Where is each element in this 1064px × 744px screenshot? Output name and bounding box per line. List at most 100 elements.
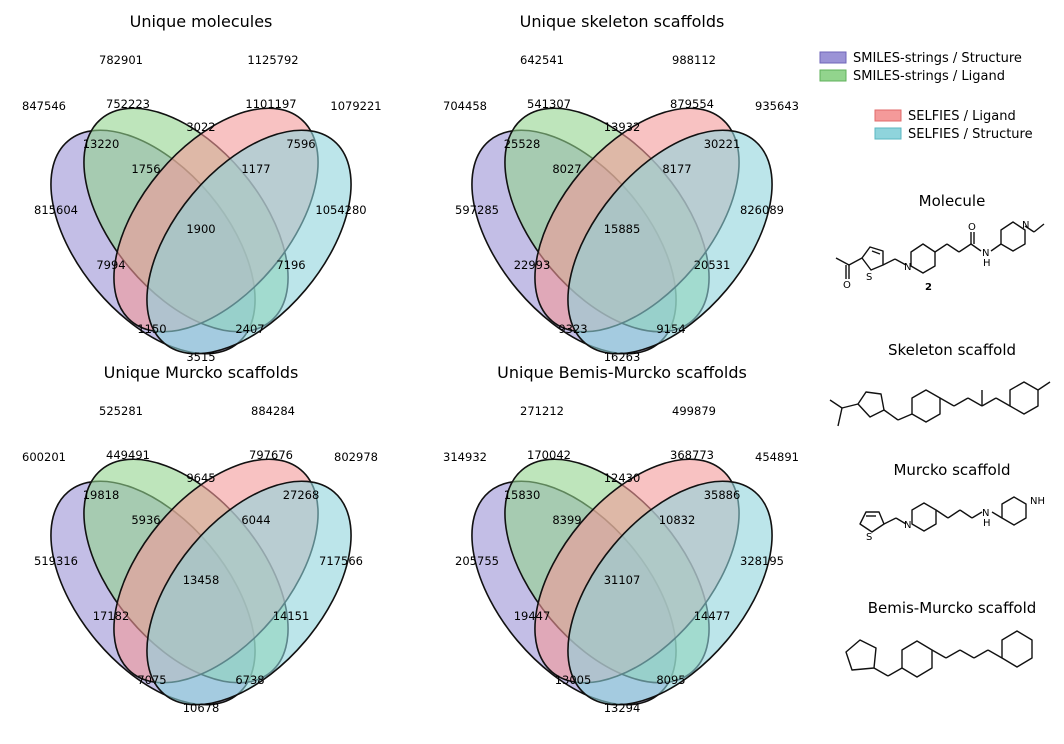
region-a: 597285	[455, 203, 499, 217]
region-abcd: 13458	[183, 573, 220, 587]
venn-title: Unique molecules	[130, 12, 273, 31]
region-ac: 19447	[514, 609, 551, 623]
region-abd: 6738	[235, 673, 264, 687]
region-c: 797676	[249, 448, 293, 462]
skeleton-title: Skeleton scaffold	[888, 341, 1016, 359]
set-selfies-structure	[146, 129, 352, 355]
region-b: 170042	[527, 448, 571, 462]
region-bd: 14151	[273, 609, 310, 623]
total-selfies-ligand: 1125792	[247, 53, 298, 67]
region-ad: 10678	[183, 701, 220, 715]
region-a: 519316	[34, 554, 78, 568]
region-ab: 19818	[83, 488, 120, 502]
molecule-atom-n1: N	[904, 262, 911, 273]
murcko-atom-nh2: NH	[1030, 496, 1045, 507]
region-cd: 27268	[283, 488, 320, 502]
region-bcd: 1177	[241, 162, 270, 176]
region-bc: 12430	[604, 471, 641, 485]
legend-swatch-selfies-structure	[874, 127, 902, 140]
murcko-atom-nh1: N	[982, 508, 989, 519]
set-selfies-structure	[146, 480, 352, 706]
molecule-panel: Molecule O	[835, 192, 1045, 293]
murcko-atom-h1: H	[983, 518, 991, 529]
region-c: 368773	[670, 448, 714, 462]
molecule-structure	[835, 221, 1045, 279]
region-abc: 8027	[552, 162, 581, 176]
region-bcd: 8177	[662, 162, 691, 176]
venn-title: Unique Bemis-Murcko scaffolds	[497, 363, 747, 382]
region-b: 752223	[106, 97, 150, 111]
set-selfies-structure	[567, 129, 773, 355]
skeleton-structure	[829, 381, 1051, 427]
murcko-atom-s: S	[866, 532, 872, 543]
region-bc: 13932	[604, 120, 641, 134]
set-selfies-structure	[567, 480, 773, 706]
venn-unique-murcko-scaffolds: Unique Murcko scaffolds 519316 449491 79767…	[22, 363, 378, 715]
legend-label-selfies-structure: SELFIES / Structure	[908, 127, 1033, 142]
total-selfies-ligand: 884284	[251, 404, 295, 418]
region-acd: 1150	[137, 322, 166, 336]
region-abcd: 15885	[604, 222, 641, 236]
legend-swatch-smiles-ligand	[819, 69, 847, 82]
region-ac: 22993	[514, 258, 551, 272]
region-acd: 9323	[558, 322, 587, 336]
region-b: 541307	[527, 97, 571, 111]
molecule-atom-s: S	[866, 272, 872, 283]
murcko-structure	[859, 496, 1027, 533]
region-a: 205755	[455, 554, 499, 568]
total-smiles-structure: 600201	[22, 450, 66, 464]
region-abd: 8095	[656, 673, 685, 687]
total-smiles-ligand: 782901	[99, 53, 143, 67]
region-ac: 7994	[96, 258, 125, 272]
total-smiles-ligand: 525281	[99, 404, 143, 418]
region-c: 879554	[670, 97, 714, 111]
region-ac: 17182	[93, 609, 130, 623]
region-c: 1101197	[245, 97, 296, 111]
region-cd: 7596	[286, 137, 315, 151]
region-abc: 5936	[131, 513, 160, 527]
region-abd: 9154	[656, 322, 685, 336]
murcko-title: Murcko scaffold	[893, 461, 1010, 479]
region-d: 328195	[740, 554, 784, 568]
total-selfies-structure: 454891	[755, 450, 799, 464]
legend-label-selfies-ligand: SELFIES / Ligand	[908, 109, 1016, 124]
legend-swatch-smiles-structure	[819, 51, 847, 64]
region-cd: 30221	[704, 137, 741, 151]
region-ad: 16263	[604, 350, 641, 364]
region-abc: 8399	[552, 513, 581, 527]
total-smiles-ligand: 642541	[520, 53, 564, 67]
skeleton-panel: Skeleton scaffold	[829, 341, 1051, 427]
molecule-compound-label: 2	[925, 282, 932, 293]
molecule-atom-o2: O	[968, 222, 976, 233]
legend-label-smiles-structure: SMILES-strings / Structure	[853, 51, 1022, 66]
venn-title: Unique skeleton scaffolds	[520, 12, 725, 31]
region-bcd: 6044	[241, 513, 270, 527]
region-a: 815604	[34, 203, 78, 217]
total-smiles-structure: 847546	[22, 99, 66, 113]
region-d: 826089	[740, 203, 784, 217]
venn-unique-molecules: Unique molecules 815604 752223 1101197 10542…	[22, 12, 382, 364]
region-abcd: 31107	[604, 573, 641, 587]
bemis-structure	[845, 630, 1033, 678]
total-smiles-structure: 704458	[443, 99, 487, 113]
total-smiles-ligand: 271212	[520, 404, 564, 418]
molecule-atom-h: H	[983, 258, 991, 269]
murcko-atom-n1: N	[904, 520, 911, 531]
venn-title: Unique Murcko scaffolds	[104, 363, 299, 382]
region-acd: 7075	[137, 673, 166, 687]
region-ab: 13220	[83, 137, 120, 151]
region-bc: 3022	[186, 120, 215, 134]
total-selfies-structure: 1079221	[330, 99, 381, 113]
bemis-panel: Bemis-Murcko scaffold	[845, 599, 1036, 678]
total-smiles-structure: 314932	[443, 450, 487, 464]
legend: SMILES-strings / Structure SMILES-string…	[819, 51, 1033, 142]
region-bc: 9645	[186, 471, 215, 485]
region-ab: 25528	[504, 137, 541, 151]
total-selfies-structure: 802978	[334, 450, 378, 464]
region-bd: 20531	[694, 258, 731, 272]
region-ad: 3515	[186, 350, 215, 364]
region-abc: 1756	[131, 162, 160, 176]
legend-label-smiles-ligand: SMILES-strings / Ligand	[853, 69, 1005, 84]
total-selfies-structure: 935643	[755, 99, 799, 113]
region-ad: 13294	[604, 701, 641, 715]
